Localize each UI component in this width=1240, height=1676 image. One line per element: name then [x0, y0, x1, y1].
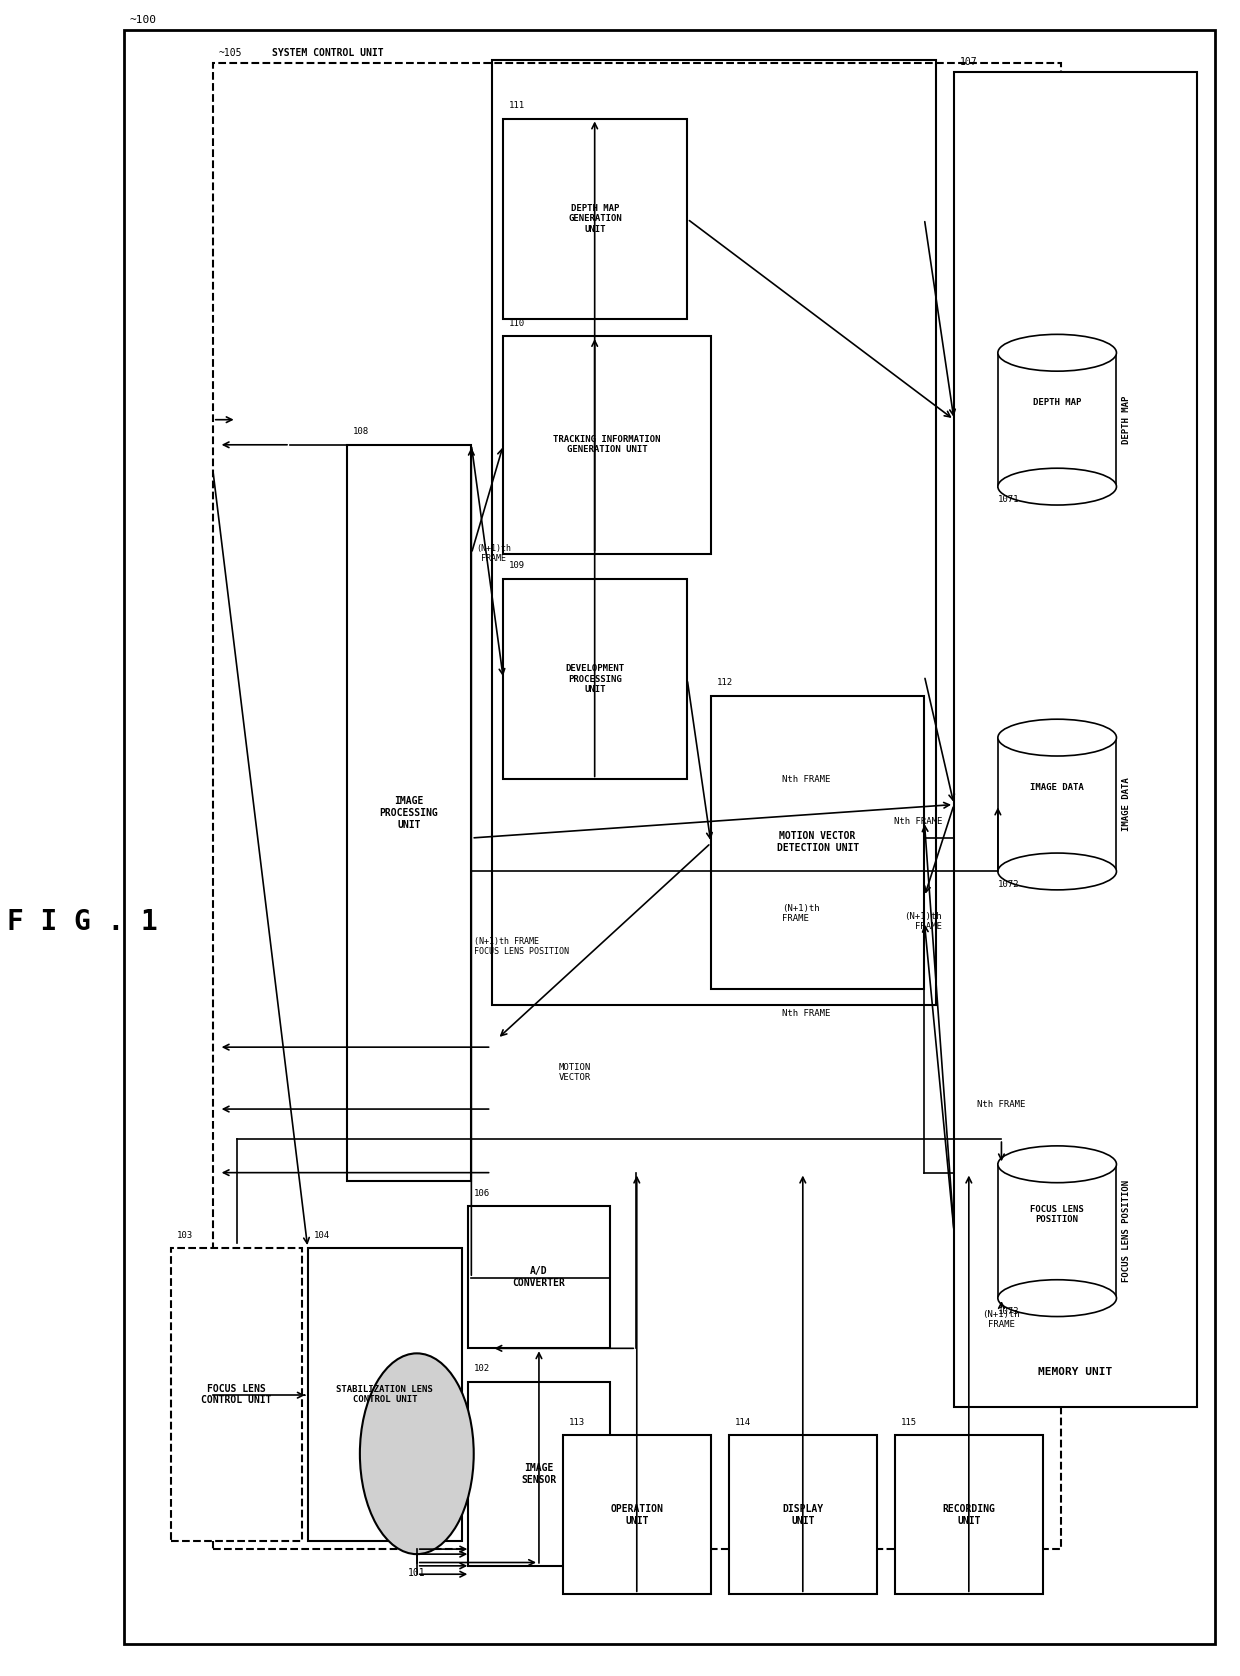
Bar [213, 64, 1060, 1549]
Text: 114: 114 [734, 1418, 750, 1426]
Text: 111: 111 [510, 101, 526, 111]
Bar [467, 1381, 610, 1565]
Bar [729, 1435, 877, 1594]
Text: DEVELOPMENT
PROCESSING
UNIT: DEVELOPMENT PROCESSING UNIT [565, 664, 625, 694]
Text: DEPTH MAP: DEPTH MAP [1033, 399, 1081, 407]
Bar [491, 60, 936, 1006]
Bar [171, 1249, 301, 1540]
Text: 102: 102 [474, 1364, 490, 1373]
Text: ~100: ~100 [130, 15, 156, 25]
Bar [347, 444, 471, 1182]
Text: 1071: 1071 [998, 494, 1019, 504]
Text: STABILIZATION LENS
CONTROL UNIT: STABILIZATION LENS CONTROL UNIT [336, 1384, 433, 1404]
Text: 108: 108 [352, 427, 368, 436]
Text: 113: 113 [569, 1418, 585, 1426]
Text: 109: 109 [510, 561, 526, 570]
Bar [998, 352, 1116, 486]
Text: FOCUS LENS
POSITION: FOCUS LENS POSITION [1030, 1205, 1084, 1223]
Text: 101: 101 [408, 1567, 425, 1577]
Ellipse shape [998, 719, 1116, 756]
Text: Nth FRAME: Nth FRAME [977, 1099, 1025, 1110]
Text: 112: 112 [717, 679, 733, 687]
Ellipse shape [998, 1146, 1116, 1183]
Bar [895, 1435, 1043, 1594]
Text: ~105: ~105 [218, 49, 242, 59]
Text: F I G . 1: F I G . 1 [7, 908, 157, 935]
Text: Nth FRAME: Nth FRAME [782, 774, 831, 784]
Text: 107: 107 [960, 57, 977, 67]
Text: IMAGE
SENSOR: IMAGE SENSOR [521, 1463, 557, 1485]
Ellipse shape [998, 468, 1116, 504]
Bar [998, 737, 1116, 872]
Text: (N+1)th
FRAME: (N+1)th FRAME [982, 1311, 1021, 1329]
Ellipse shape [998, 853, 1116, 890]
Text: 104: 104 [314, 1230, 330, 1240]
Text: 103: 103 [177, 1230, 193, 1240]
Bar [954, 72, 1197, 1406]
Text: FOCUS LENS
CONTROL UNIT: FOCUS LENS CONTROL UNIT [201, 1384, 272, 1404]
Text: Nth FRAME: Nth FRAME [894, 816, 942, 826]
Text: MEMORY UNIT: MEMORY UNIT [1038, 1366, 1112, 1376]
Text: IMAGE DATA: IMAGE DATA [1030, 783, 1084, 793]
Text: OPERATION
UNIT: OPERATION UNIT [610, 1503, 663, 1525]
Text: DEPTH MAP
GENERATION
UNIT: DEPTH MAP GENERATION UNIT [568, 204, 622, 235]
Text: A/D
CONVERTER: A/D CONVERTER [512, 1267, 565, 1289]
Text: 115: 115 [900, 1418, 916, 1426]
Ellipse shape [998, 334, 1116, 370]
Bar [503, 578, 687, 779]
Bar [563, 1435, 711, 1594]
Bar [503, 119, 687, 320]
Ellipse shape [998, 1280, 1116, 1317]
Text: 1073: 1073 [998, 1307, 1019, 1316]
Ellipse shape [360, 1353, 474, 1554]
Text: 110: 110 [510, 318, 526, 328]
Bar [467, 1207, 610, 1348]
Text: Nth FRAME: Nth FRAME [782, 1009, 831, 1019]
Text: IMAGE DATA: IMAGE DATA [1122, 778, 1131, 831]
Bar [998, 1165, 1116, 1299]
Text: DEPTH MAP: DEPTH MAP [1122, 396, 1131, 444]
Text: 1072: 1072 [998, 880, 1019, 888]
Text: 106: 106 [474, 1188, 490, 1198]
Text: DISPLAY
UNIT: DISPLAY UNIT [782, 1503, 823, 1525]
Text: (N+1)th FRAME
FOCUS LENS POSITION: (N+1)th FRAME FOCUS LENS POSITION [474, 937, 569, 957]
Text: RECORDING
UNIT: RECORDING UNIT [942, 1503, 996, 1525]
Text: (N+1)th
FRAME: (N+1)th FRAME [904, 912, 942, 932]
Text: MOTION
VECTOR: MOTION VECTOR [558, 1063, 590, 1083]
Text: (N+1)th
FRAME: (N+1)th FRAME [782, 903, 820, 923]
Text: SYSTEM CONTROL UNIT: SYSTEM CONTROL UNIT [272, 49, 383, 59]
Text: MOTION VECTOR
DETECTION UNIT: MOTION VECTOR DETECTION UNIT [776, 831, 859, 853]
Text: FOCUS LENS POSITION: FOCUS LENS POSITION [1122, 1180, 1131, 1282]
Text: IMAGE
PROCESSING
UNIT: IMAGE PROCESSING UNIT [379, 796, 439, 830]
Text: TRACKING INFORMATION
GENERATION UNIT: TRACKING INFORMATION GENERATION UNIT [553, 436, 661, 454]
Text: (N+1)th
FRAME: (N+1)th FRAME [476, 543, 511, 563]
Bar [503, 335, 711, 553]
Bar [711, 696, 924, 989]
Bar [308, 1249, 461, 1540]
